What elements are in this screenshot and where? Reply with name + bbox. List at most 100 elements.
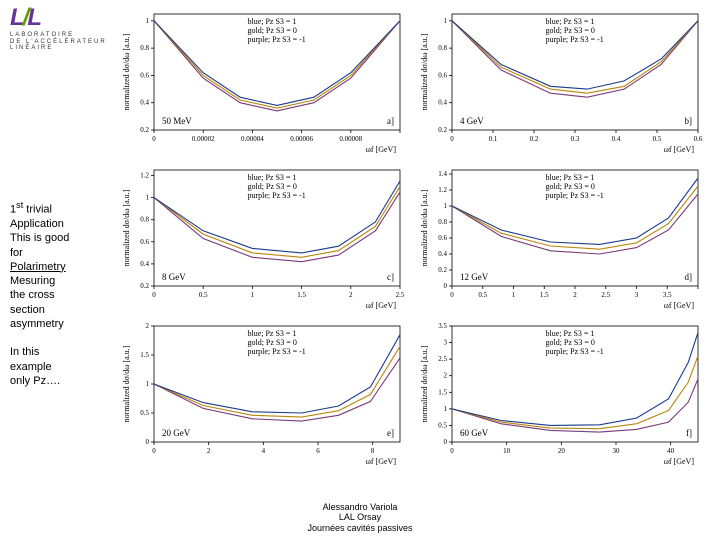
svg-text:1.4: 1.4 — [438, 170, 447, 178]
svg-text:0.8: 0.8 — [140, 216, 149, 224]
chart-5: 00.511.522.533.5010203040normalized dσ/d… — [418, 318, 710, 470]
svg-text:1: 1 — [146, 380, 150, 388]
svg-text:1.2: 1.2 — [140, 172, 149, 180]
svg-text:1.2: 1.2 — [438, 186, 447, 194]
svg-text:0.8: 0.8 — [140, 44, 149, 52]
svg-text:3: 3 — [635, 291, 639, 299]
svg-text:0.2: 0.2 — [140, 282, 149, 290]
chart-panel-a: 0.20.40.60.8100.000020.000040.000060.000… — [120, 6, 408, 156]
svg-text:0.3: 0.3 — [571, 135, 580, 143]
svg-text:2.5: 2.5 — [396, 291, 405, 299]
svg-text:6: 6 — [316, 447, 320, 455]
svg-text:0.8: 0.8 — [438, 218, 447, 226]
chart-3: 00.20.40.60.811.21.400.511.522.533.5norm… — [418, 162, 710, 314]
svg-text:12 GeV: 12 GeV — [460, 272, 489, 282]
svg-text:0.5: 0.5 — [478, 291, 487, 299]
svg-text:4: 4 — [262, 447, 266, 455]
svg-text:30: 30 — [613, 447, 621, 455]
svg-text:0.6: 0.6 — [140, 71, 149, 79]
svg-text:0: 0 — [444, 438, 448, 446]
svg-text:e]: e] — [387, 428, 394, 438]
chart-panel-c: 0.20.40.60.811.200.511.522.5normalized d… — [120, 162, 408, 312]
chart-1: 0.20.40.60.8100.10.20.30.40.50.6normaliz… — [418, 6, 710, 158]
svg-text:2: 2 — [146, 322, 150, 330]
svg-text:ωf [GeV]: ωf [GeV] — [366, 145, 397, 154]
svg-text:0.1: 0.1 — [489, 135, 498, 143]
chart-2: 0.20.40.60.811.200.511.522.5normalized d… — [120, 162, 412, 314]
svg-text:2: 2 — [573, 291, 577, 299]
para1: 1st trivial Application This is good for… — [10, 200, 110, 331]
svg-text:8 GeV: 8 GeV — [162, 272, 186, 282]
svg-text:ωf [GeV]: ωf [GeV] — [366, 457, 397, 466]
svg-text:8: 8 — [371, 447, 375, 455]
svg-text:blue; Pz S3 = 1: blue; Pz S3 = 1 — [247, 173, 296, 182]
svg-text:blue; Pz S3 = 1: blue; Pz S3 = 1 — [247, 329, 296, 338]
svg-text:ωf [GeV]: ωf [GeV] — [664, 145, 695, 154]
svg-text:1: 1 — [444, 202, 448, 210]
sidebar-text: 1st trivial Application This is good for… — [10, 200, 110, 388]
svg-text:0: 0 — [444, 282, 448, 290]
svg-text:blue; Pz S3 = 1: blue; Pz S3 = 1 — [545, 329, 594, 338]
chart-panel-b: 0.20.40.60.8100.10.20.30.40.50.6normaliz… — [418, 6, 706, 156]
svg-text:purple; Pz S3 = -1: purple; Pz S3 = -1 — [247, 35, 305, 44]
svg-text:3.5: 3.5 — [663, 291, 672, 299]
svg-text:ωf [GeV]: ωf [GeV] — [366, 301, 397, 310]
para2: In this example only Pz…. — [10, 345, 110, 388]
svg-text:60 GeV: 60 GeV — [460, 428, 489, 438]
svg-text:0: 0 — [450, 447, 454, 455]
svg-text:0.6: 0.6 — [438, 234, 447, 242]
svg-text:normalized dσ/dω [a.u.]: normalized dσ/dω [a.u.] — [122, 345, 131, 422]
svg-text:10: 10 — [503, 447, 511, 455]
footer-affil: LAL Orsay — [0, 512, 720, 523]
svg-text:f]: f] — [686, 428, 692, 438]
svg-text:normalized dσ/dω [a.u.]: normalized dσ/dω [a.u.] — [420, 345, 429, 422]
svg-text:gold; Pz S3 = 0: gold; Pz S3 = 0 — [247, 338, 296, 347]
chart-panel-d: 00.20.40.60.811.21.400.511.522.533.5norm… — [418, 162, 706, 312]
svg-text:purple; Pz S3 = -1: purple; Pz S3 = -1 — [247, 191, 305, 200]
svg-text:0.6: 0.6 — [694, 135, 703, 143]
svg-text:0: 0 — [450, 135, 454, 143]
svg-text:normalized dσ/dω [a.u.]: normalized dσ/dω [a.u.] — [420, 33, 429, 110]
svg-text:1: 1 — [251, 291, 255, 299]
svg-text:0.00008: 0.00008 — [339, 135, 362, 143]
svg-text:ωf [GeV]: ωf [GeV] — [664, 301, 695, 310]
svg-text:40: 40 — [667, 447, 675, 455]
svg-text:0.6: 0.6 — [140, 238, 149, 246]
svg-text:2: 2 — [349, 291, 353, 299]
footer-event: Journées cavités passives — [0, 523, 720, 534]
svg-text:0.4: 0.4 — [140, 99, 149, 107]
svg-text:blue; Pz S3 = 1: blue; Pz S3 = 1 — [545, 17, 594, 26]
svg-text:2.5: 2.5 — [438, 355, 447, 363]
svg-text:purple; Pz S3 = -1: purple; Pz S3 = -1 — [247, 347, 305, 356]
svg-text:2.5: 2.5 — [601, 291, 610, 299]
svg-text:0.4: 0.4 — [612, 135, 621, 143]
svg-text:gold; Pz S3 = 0: gold; Pz S3 = 0 — [545, 26, 594, 35]
svg-text:1: 1 — [444, 17, 448, 25]
svg-text:b]: b] — [685, 116, 693, 126]
svg-text:blue; Pz S3 = 1: blue; Pz S3 = 1 — [545, 173, 594, 182]
svg-text:purple; Pz S3 = -1: purple; Pz S3 = -1 — [545, 347, 603, 356]
svg-text:gold; Pz S3 = 0: gold; Pz S3 = 0 — [545, 182, 594, 191]
svg-text:1: 1 — [512, 291, 516, 299]
svg-text:purple; Pz S3 = -1: purple; Pz S3 = -1 — [545, 35, 603, 44]
chart-4: 00.511.5202468normalized dσ/dω [a.u.]ωf … — [120, 318, 412, 470]
svg-text:1: 1 — [146, 17, 150, 25]
chart-grid: 0.20.40.60.8100.000020.000040.000060.000… — [120, 6, 710, 470]
svg-text:0.2: 0.2 — [438, 126, 447, 134]
svg-text:d]: d] — [685, 272, 693, 282]
svg-text:0: 0 — [152, 447, 156, 455]
svg-text:0.4: 0.4 — [438, 99, 447, 107]
svg-text:normalized dσ/dω [a.u.]: normalized dσ/dω [a.u.] — [122, 33, 131, 110]
svg-text:0.2: 0.2 — [438, 266, 447, 274]
chart-0: 0.20.40.60.8100.000020.000040.000060.000… — [120, 6, 412, 158]
svg-text:0.00006: 0.00006 — [290, 135, 313, 143]
svg-text:1.5: 1.5 — [540, 291, 549, 299]
svg-text:purple; Pz S3 = -1: purple; Pz S3 = -1 — [545, 191, 603, 200]
svg-text:0: 0 — [152, 291, 156, 299]
footer-author: Alessandro Variola — [0, 502, 720, 513]
svg-text:20 GeV: 20 GeV — [162, 428, 191, 438]
svg-text:3.5: 3.5 — [438, 322, 447, 330]
chart-panel-e: 00.511.5202468normalized dσ/dω [a.u.]ωf … — [120, 318, 408, 468]
svg-text:0.4: 0.4 — [140, 260, 149, 268]
svg-text:4 GeV: 4 GeV — [460, 116, 484, 126]
